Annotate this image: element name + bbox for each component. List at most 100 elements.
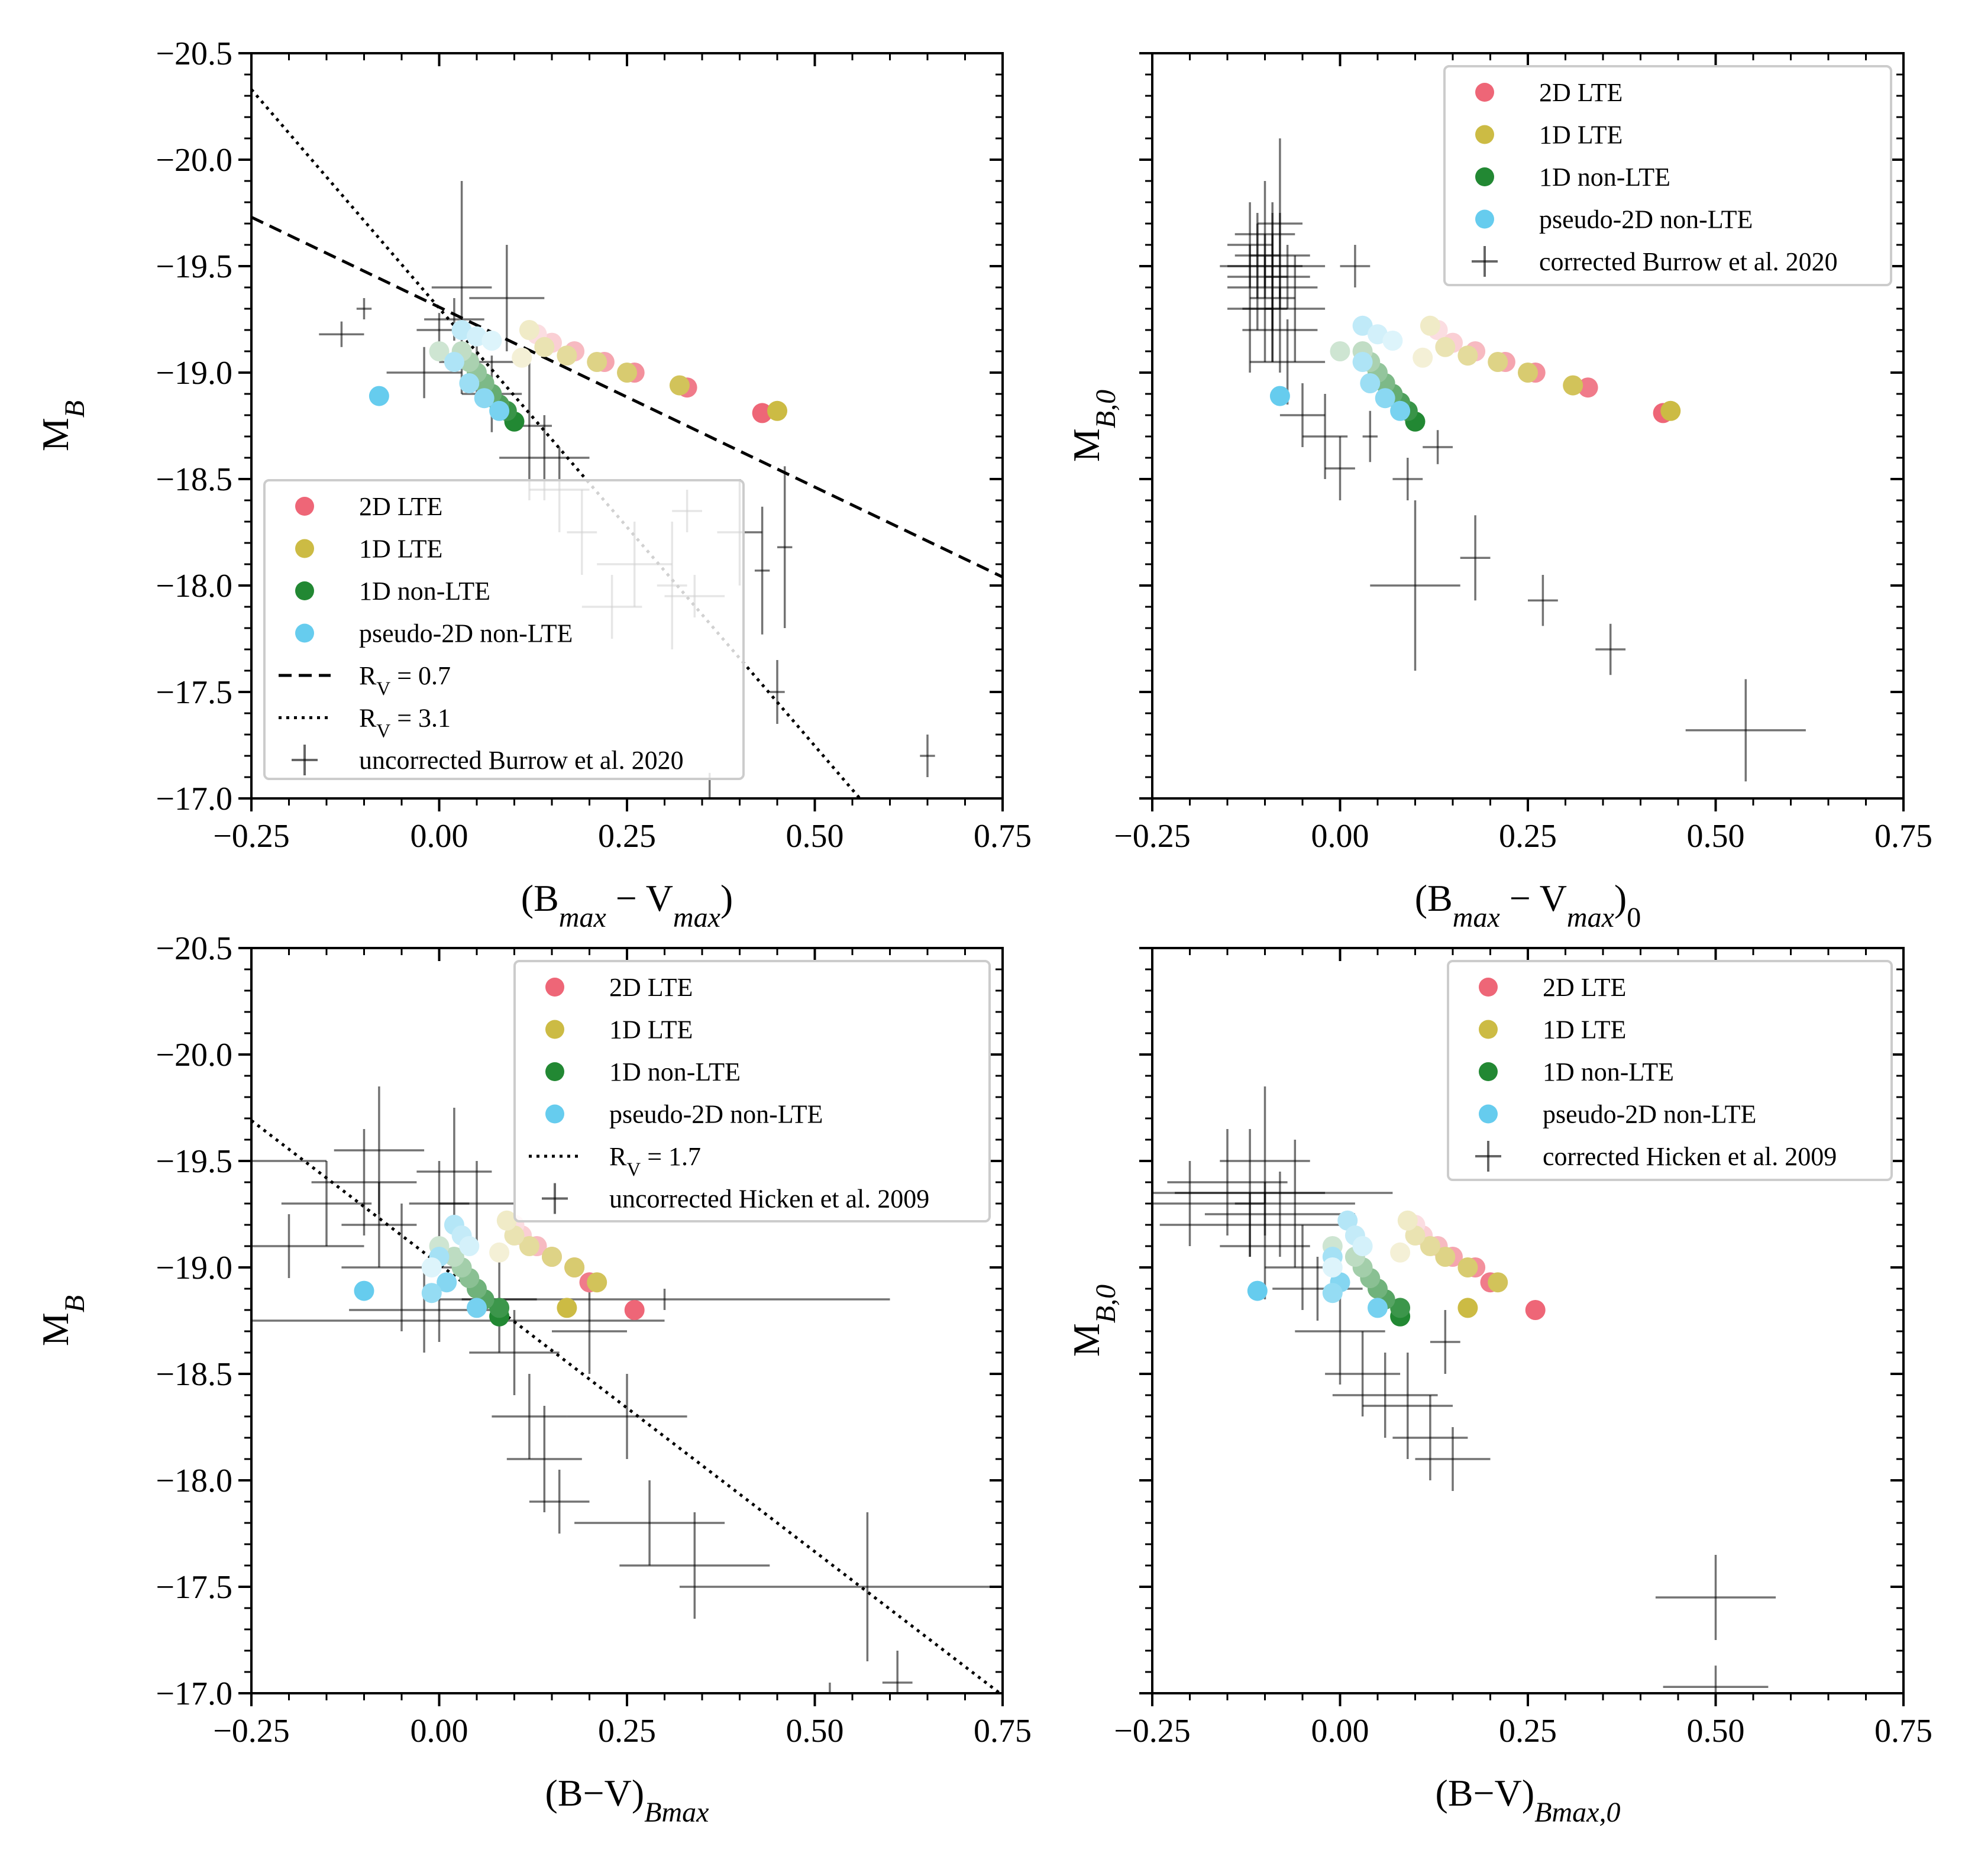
observation-errorbar [1220,1193,1310,1299]
legend-item: pseudo-2D non-LTE [295,619,573,648]
x-tick-label: −0.25 [1114,1713,1191,1749]
x-axis-label: (B−V)Bmax,0 [1436,1772,1621,1828]
data-point [1397,1210,1418,1231]
observation-errorbar [1423,430,1453,464]
legend-item: pseudo-2D non-LTE [1475,205,1753,234]
legend-label: 1D LTE [1543,1015,1626,1044]
x-tick-label: 0.50 [786,1713,844,1749]
data-point [1457,1257,1478,1277]
observation-errorbar [1528,575,1558,626]
data-point [669,375,690,396]
legend-marker [1479,978,1498,997]
observation-errorbar [1340,245,1371,287]
x-axis-label: (B−V)Bmax [545,1772,709,1828]
x-tick-label: 0.00 [411,818,468,855]
data-point [1368,324,1388,345]
x-axis-label: (Bmax − Vmax) [521,877,733,933]
y-tick-label: −18.0 [156,1463,232,1499]
legend-item: corrected Hicken et al. 2009 [1475,1141,1837,1172]
plot-area [1152,1086,1776,1693]
data-point [1337,1210,1358,1231]
legend-label: 2D LTE [1543,973,1626,1002]
data-point [534,337,555,357]
data-point [496,1210,517,1231]
x-tick-label: 0.00 [411,1713,468,1749]
observation-errorbar [1204,1172,1355,1257]
observation-errorbar [770,660,785,724]
observation-errorbar [1159,1193,1340,1257]
data-point [557,345,577,366]
data-point [1420,315,1440,336]
observation-errorbar [356,298,372,319]
observation-errorbar [1685,679,1806,782]
data-point [489,1298,510,1318]
observation-errorbar [1257,138,1302,309]
x-tick-label: 0.00 [1311,818,1369,855]
data-point [437,1272,457,1293]
y-axis-label: MB,0 [1065,390,1121,462]
data-point [459,1236,480,1256]
legend-marker [545,1062,564,1081]
observation-errorbar [1325,1331,1401,1416]
x-tick-label: −0.25 [213,1713,290,1749]
observation-errorbar [1430,1310,1460,1374]
panel-top-right: −0.25 0.00 0.25 0.50 0.75 (Bmax − Vmax)0 MB,0 2… [1065,52,1932,933]
data-point [1525,1300,1546,1320]
y-axis-label: MB [34,400,91,451]
x-tick-label: 0.25 [1499,1713,1557,1749]
observation-errorbar [492,1374,567,1459]
data-point [429,341,450,361]
observation-errorbar [777,466,793,628]
data-point [519,320,539,340]
series-pseudo-2d-non-lte [369,320,510,421]
x-axis: −0.25 0.00 0.25 0.50 0.75 [213,948,1032,1749]
legend: 2D LTE 1D LTE 1D non-LTE pseudo-2D non-LTE R… [263,479,745,780]
data-point [767,400,787,421]
data-point [519,1236,539,1256]
series-pseudo-2d-non-lte [354,1215,487,1318]
data-point [459,373,480,393]
observation-errorbar [311,1129,417,1235]
observation-errorbar [567,1374,687,1459]
data-point [1563,375,1583,396]
data-point [1457,345,1478,366]
data-point [587,1272,607,1293]
observation-errorbar [386,347,462,399]
observation-errorbar [334,1086,425,1214]
y-axis-label: MB [34,1295,91,1346]
legend-marker [1475,83,1494,102]
observation-errorbar [552,1289,627,1374]
observation-errorbar [1272,1257,1363,1321]
observation-errorbar [1362,410,1378,462]
x-tick-label: 0.75 [974,818,1032,855]
series-pseudo-2d-non-lte [1247,1210,1388,1318]
legend-item: 2D LTE [545,973,693,1002]
data-point [564,1257,585,1277]
legend-item: RV = 3.1 [279,704,451,742]
observation-errorbar [829,1683,831,1693]
observation-errorbar [1152,1182,1393,1204]
observation-errorbar [882,1651,913,1693]
x-axis: −0.25 0.00 0.25 0.50 0.75 [1114,948,1932,1749]
observation-errorbar [1234,1140,1355,1267]
observation-errorbar [281,1161,372,1246]
legend-item: RV = 1.7 [529,1142,701,1180]
legend-item: 1D non-LTE [545,1057,741,1086]
data-point [421,1283,442,1304]
legend-item: pseudo-2D non-LTE [545,1100,823,1129]
legend-marker [1475,1141,1501,1172]
y-tick-label: −17.5 [156,674,232,711]
legend-marker [295,497,314,516]
observation-errorbar [251,1214,364,1278]
y-tick-label: −18.0 [156,568,232,604]
y-axis [1139,52,1903,800]
legend-marker [545,1104,564,1124]
observation-errorbar [439,1289,890,1310]
observation-errorbar [754,506,770,635]
data-point [1247,1280,1268,1301]
data-point [481,331,502,351]
x-tick-label: 0.25 [598,1713,656,1749]
observation-errorbar [506,1406,582,1512]
legend-marker [292,745,318,775]
x-tick-label: 0.75 [974,1713,1032,1749]
